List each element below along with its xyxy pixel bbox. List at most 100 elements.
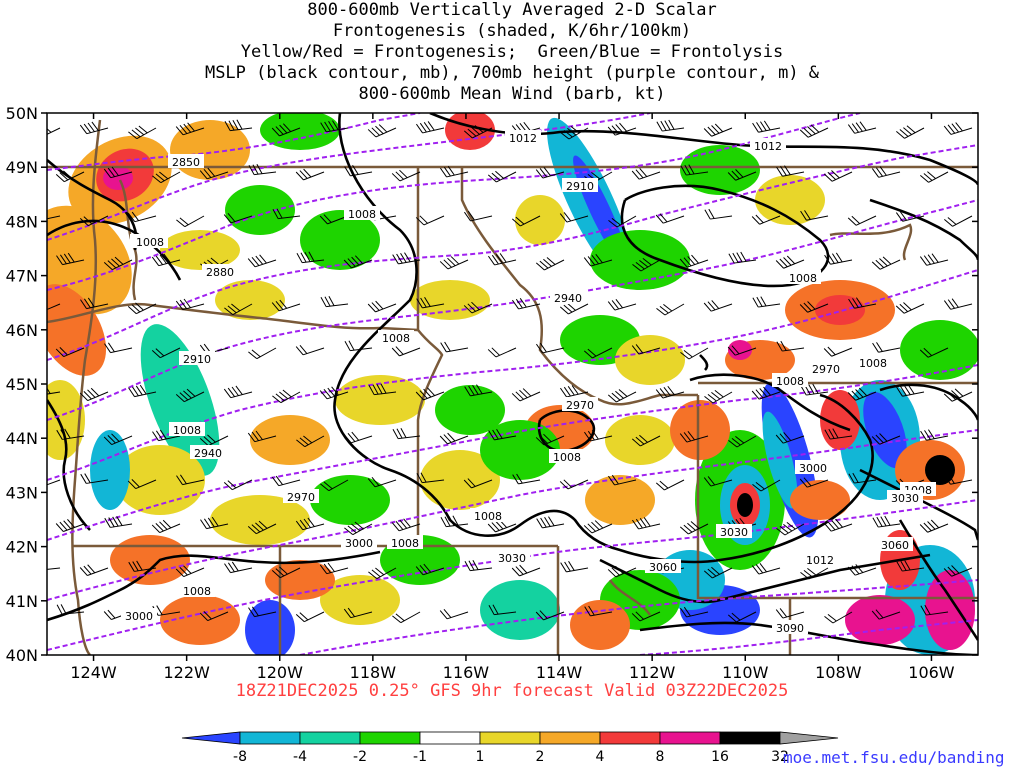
height-label: 3030	[498, 552, 526, 565]
wind-barb	[199, 611, 229, 622]
wind-barb	[751, 214, 781, 225]
wind-barb	[775, 432, 805, 444]
mslp-label: 1012	[509, 132, 537, 145]
shade-frontolysis-strong	[245, 600, 295, 655]
wind-barb	[776, 521, 805, 536]
wind-barb	[823, 170, 853, 182]
ut-wy-border	[696, 395, 978, 600]
colorbar-swatch	[359, 731, 421, 745]
wind-barb	[608, 474, 637, 486]
mslp-contours	[47, 113, 978, 655]
title-line-5: 800-600mb Mean Wind (barb, kt)	[358, 84, 666, 104]
wind-barb	[655, 385, 685, 399]
wind-barb	[320, 296, 349, 308]
height-label: 2940	[194, 447, 222, 460]
wind-barb	[871, 166, 901, 178]
wind-barb	[416, 121, 445, 134]
mslp-label-bg	[785, 270, 821, 284]
wind-barb	[799, 477, 829, 488]
wind-barb	[920, 171, 949, 183]
lat-label: 47N	[6, 267, 38, 286]
height-label-bg	[168, 154, 204, 168]
wind-barb	[871, 433, 901, 445]
height-label-bg	[341, 535, 377, 549]
wind-barb	[440, 515, 469, 528]
lon-label: 122W	[163, 663, 210, 682]
colorbar-label: 8	[656, 749, 665, 765]
wind-barb	[79, 121, 109, 135]
height-label: 2970	[566, 399, 594, 412]
wind-barb	[560, 125, 589, 140]
wind-barb	[367, 300, 397, 313]
shade-frontolysis-light	[310, 475, 390, 525]
wind-barb	[632, 257, 661, 272]
shade-frontogenesis-light	[410, 280, 490, 320]
wind-barb	[319, 562, 349, 575]
shade-frontogenesis-extreme	[103, 166, 133, 190]
wind-barb	[847, 564, 877, 576]
shade-frontogenesis-light	[515, 195, 565, 245]
shade-frontolysis-weak	[480, 580, 560, 640]
shade-frontogenesis-strong	[670, 400, 730, 460]
colorbar-label: 1	[476, 749, 485, 765]
wind-barb	[320, 120, 349, 133]
wind-barb	[416, 297, 445, 309]
wind-barb	[56, 252, 85, 266]
wind-barb	[464, 560, 493, 572]
title-line-4: MSLP (black contour, mb), 700mb height (…	[204, 63, 820, 83]
wind-barb	[848, 297, 877, 309]
wind-barb	[776, 165, 805, 177]
wind-barb	[536, 342, 565, 354]
wind-barb	[127, 211, 157, 223]
wind-barb	[703, 123, 733, 137]
wind-barb	[343, 607, 373, 619]
wind-barb	[271, 123, 301, 137]
height-label: 3060	[649, 561, 677, 574]
wind-barb	[847, 121, 877, 134]
wind-barb	[871, 609, 901, 620]
shade-frontogenesis-light	[615, 335, 685, 385]
wind-barb	[47, 567, 61, 571]
lat-label: 50N	[6, 104, 38, 123]
wind-barb	[199, 434, 229, 447]
credit-link[interactable]: moe.met.fsu.edu/banding	[783, 748, 1005, 767]
wind-barb	[895, 302, 925, 314]
wind-barb	[416, 472, 445, 484]
wind-barb	[920, 604, 949, 616]
wind-barb	[439, 608, 469, 620]
wa-or-border	[47, 167, 420, 332]
wind-barbs	[47, 119, 973, 624]
wind-barb	[487, 519, 517, 533]
wind-barb	[56, 428, 85, 440]
lon-label: 112W	[629, 663, 676, 682]
wind-barb	[271, 299, 301, 312]
mslp-label-bg	[344, 206, 380, 220]
colorbar-label: 4	[596, 749, 605, 765]
mslp-label: 1008	[136, 236, 164, 249]
shade-frontogenesis-strong	[160, 595, 240, 645]
wind-barb	[511, 564, 541, 577]
wind-barb	[488, 604, 517, 616]
wind-barb	[392, 252, 421, 265]
wind-barb	[727, 345, 757, 356]
wind-barb	[47, 479, 61, 488]
wind-barb	[703, 476, 733, 487]
height-label: 2940	[554, 292, 582, 305]
shade-frontolysis-light	[260, 113, 340, 150]
wind-barb	[199, 167, 229, 180]
mslp-label: 1008	[382, 332, 410, 345]
wind-barb	[247, 254, 277, 268]
wind-barb	[607, 122, 637, 136]
wind-barb	[655, 213, 685, 224]
lon-label: 106W	[908, 663, 955, 682]
wind-barb	[559, 302, 589, 315]
height-label: 2910	[566, 180, 594, 193]
wind-barb	[151, 253, 181, 267]
wind-barb	[79, 564, 109, 576]
wind-barb	[847, 387, 877, 401]
mslp-label-bg	[169, 422, 205, 436]
shade-frontogenesis-strong	[570, 600, 630, 650]
wind-barb	[584, 605, 613, 617]
lat-label: 43N	[6, 483, 38, 502]
wind-barb	[704, 208, 733, 220]
